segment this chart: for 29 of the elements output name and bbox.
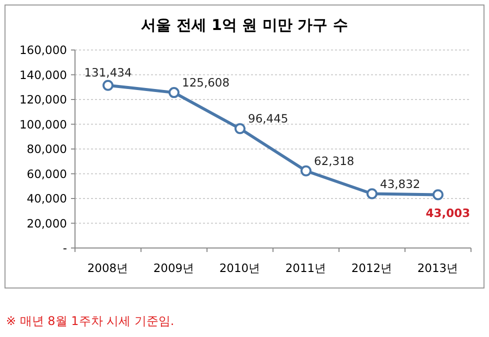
- y-tick-label: -: [62, 241, 67, 255]
- y-tick-label: 140,000: [19, 68, 67, 82]
- y-tick-label: 160,000: [19, 43, 67, 57]
- y-tick-label: 40,000: [26, 192, 67, 206]
- x-tick-label: 2012년: [351, 261, 393, 275]
- point: [366, 188, 378, 200]
- y-tick-label: 60,000: [26, 166, 67, 181]
- x-tick-label: 2013년: [417, 261, 459, 275]
- text: 131,434: [84, 65, 132, 80]
- y-tick-label: 100,000: [19, 117, 67, 132]
- chart-title: 서울 전세 1억 원 미만 가구 수: [141, 16, 348, 34]
- x-tick-label: 2010년: [219, 261, 261, 275]
- x-tick-label: 2009년: [153, 261, 195, 275]
- text: 96,445: [248, 112, 288, 126]
- text: ※ 매년 8월 1주차 시세 기준임.: [6, 314, 174, 328]
- point: [102, 80, 114, 91]
- point: [432, 189, 444, 200]
- x-tick-label: 2008년: [87, 261, 129, 275]
- y-tick-label: 20,000: [26, 216, 67, 230]
- point: [234, 123, 246, 134]
- x-tick-label: 2011년: [285, 261, 327, 275]
- text: 62,318: [314, 154, 354, 168]
- text: 43,003: [426, 206, 470, 220]
- text: 125,608: [182, 76, 230, 90]
- y-tick-label: 80,000: [26, 142, 67, 156]
- text: 43,832: [380, 176, 420, 191]
- point: [168, 87, 180, 98]
- y-tick-label: 120,000: [19, 92, 67, 106]
- point: [300, 165, 312, 176]
